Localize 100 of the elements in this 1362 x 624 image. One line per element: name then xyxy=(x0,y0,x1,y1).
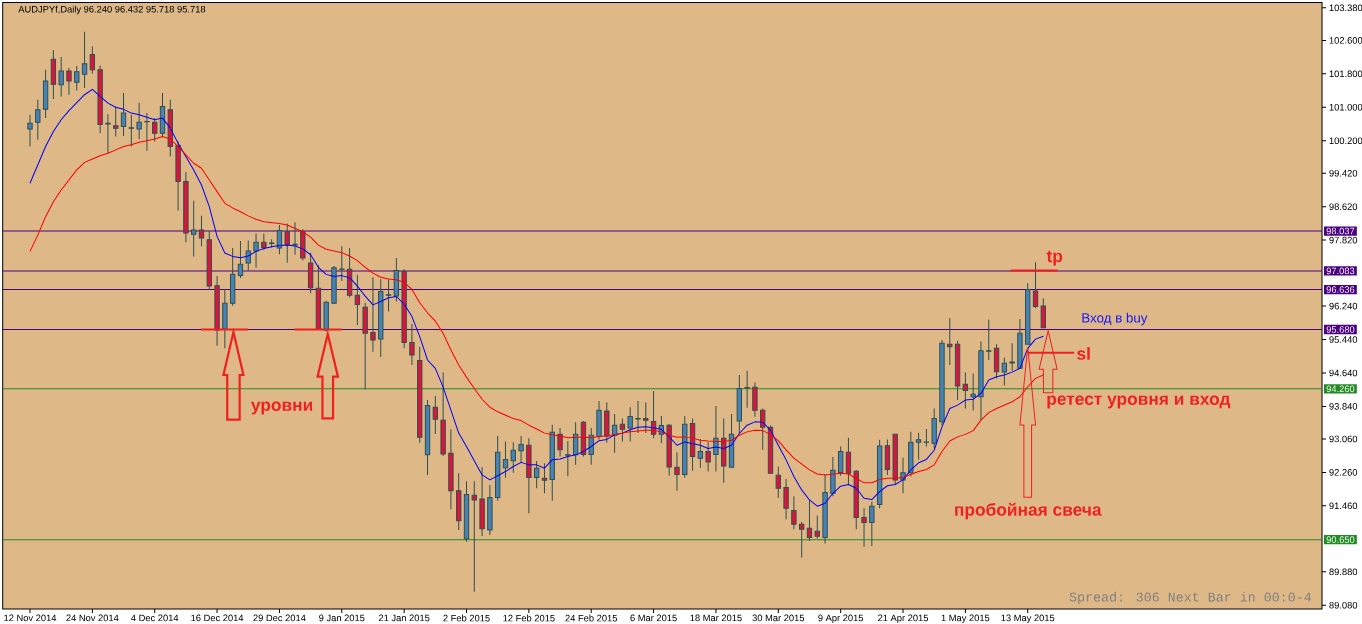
candlestick xyxy=(378,278,384,358)
candlestick xyxy=(627,406,633,442)
candlestick xyxy=(666,423,672,477)
candlestick xyxy=(97,64,103,134)
chart-title: AUDJPYf,Daily 96.240 96.432 95.718 95.718 xyxy=(18,5,206,15)
candlestick xyxy=(549,424,555,502)
candlestick xyxy=(993,343,1000,379)
candlestick xyxy=(604,401,610,444)
candlestick xyxy=(1017,318,1023,369)
candlestick xyxy=(783,478,789,520)
candlestick xyxy=(448,428,454,510)
candlestick xyxy=(884,438,891,476)
candlestick xyxy=(697,438,704,469)
candlestick xyxy=(471,480,477,593)
candlestick xyxy=(42,69,49,119)
candlestick xyxy=(456,472,462,531)
candlestick xyxy=(206,230,212,291)
x-tick-label: 4 Dec 2014 xyxy=(131,614,179,622)
candlestick xyxy=(518,435,524,464)
candlestick xyxy=(978,341,984,421)
candlestick xyxy=(152,117,158,143)
y-tick-label: 99.420 xyxy=(1329,169,1358,177)
candlestick xyxy=(66,67,72,96)
candlestick xyxy=(105,113,111,154)
candlestick xyxy=(229,247,236,307)
ref-line-label: 95.680 xyxy=(1326,326,1355,333)
candlestick xyxy=(331,265,337,305)
y-tick-label: 93.060 xyxy=(1329,435,1358,443)
candlestick xyxy=(744,370,750,409)
candlestick xyxy=(198,215,205,247)
candlestick xyxy=(35,99,41,141)
x-tick-label: 2 Feb 2015 xyxy=(443,614,490,622)
candlestick xyxy=(300,228,306,262)
text: sl xyxy=(1077,347,1090,360)
candlestick xyxy=(923,428,930,447)
candlestick xyxy=(970,372,976,412)
candlestick xyxy=(191,200,197,257)
candlestick xyxy=(354,274,361,326)
x-tick-label: 21 Apr 2015 xyxy=(878,614,929,624)
ref-line-label: 94.260 xyxy=(1326,385,1355,393)
x-tick-label: 6 Mar 2015 xyxy=(630,614,677,622)
candlestick xyxy=(128,114,135,148)
candlestick xyxy=(50,49,57,100)
candlestick xyxy=(1032,261,1039,309)
candlestick xyxy=(424,399,431,476)
candlestick xyxy=(292,221,298,256)
candlestick xyxy=(947,317,953,366)
candlestick xyxy=(1025,282,1031,345)
y-tick-label: 100.200 xyxy=(1329,137,1362,144)
candlestick xyxy=(113,105,119,137)
x-tick-label: 30 Mar 2015 xyxy=(752,614,805,622)
candlestick xyxy=(853,469,859,530)
candlestick xyxy=(596,400,602,440)
candlestick xyxy=(931,407,937,449)
candlestick xyxy=(81,31,88,89)
candlestick xyxy=(619,417,626,442)
candlestick xyxy=(74,65,80,92)
candlestick xyxy=(892,433,898,485)
candlestick xyxy=(939,339,945,426)
y-tick-label: 89.080 xyxy=(1329,601,1358,609)
y-tick-label: 98.620 xyxy=(1329,203,1358,210)
candlestick xyxy=(845,437,852,485)
text: Spread: 306 Next Bar in 00:0-4 xyxy=(1069,591,1312,605)
text: ретест уровня и вход xyxy=(1047,395,1231,409)
y-tick-label: 103.380 xyxy=(1329,4,1362,12)
y-tick-label: 95.440 xyxy=(1329,336,1358,343)
y-tick-label: 91.460 xyxy=(1329,502,1358,510)
x-tick-label: 13 May 2015 xyxy=(1001,614,1055,624)
x-tick-label: 9 Jan 2015 xyxy=(319,614,365,622)
candlestick xyxy=(284,222,290,264)
candlestick xyxy=(830,456,836,497)
ref-line-label: 97.083 xyxy=(1326,267,1355,275)
ref-line-label: 96.636 xyxy=(1326,286,1355,293)
candlestick xyxy=(136,102,142,140)
candlestick xyxy=(253,232,259,269)
x-tick-label: 12 Nov 2014 xyxy=(4,614,57,622)
candlestick xyxy=(1001,357,1008,386)
candlestick xyxy=(307,252,314,294)
annotation: уровни xyxy=(251,401,313,415)
candlestick xyxy=(495,435,501,502)
candlestick xyxy=(440,372,446,457)
y-tick-label: 101.000 xyxy=(1329,103,1362,111)
candlestick xyxy=(276,224,283,255)
candlestick xyxy=(635,400,641,434)
x-tick-label: 29 Dec 2014 xyxy=(253,614,306,622)
y-tick-label: 92.260 xyxy=(1329,469,1358,476)
candlestick xyxy=(268,238,275,249)
candlestick xyxy=(908,431,914,478)
candlestick xyxy=(915,432,922,461)
candlestick xyxy=(869,501,875,547)
candlestick xyxy=(962,372,969,409)
candlestick xyxy=(837,445,844,477)
candlestick xyxy=(526,437,532,514)
y-tick-label: 94.640 xyxy=(1329,369,1358,377)
ref-line-label: 98.037 xyxy=(1326,227,1355,235)
candlestick xyxy=(643,402,649,434)
y-tick-label: 89.880 xyxy=(1329,568,1358,576)
candlestick xyxy=(682,415,688,479)
candlestick xyxy=(736,374,742,434)
candlestick xyxy=(362,302,368,390)
